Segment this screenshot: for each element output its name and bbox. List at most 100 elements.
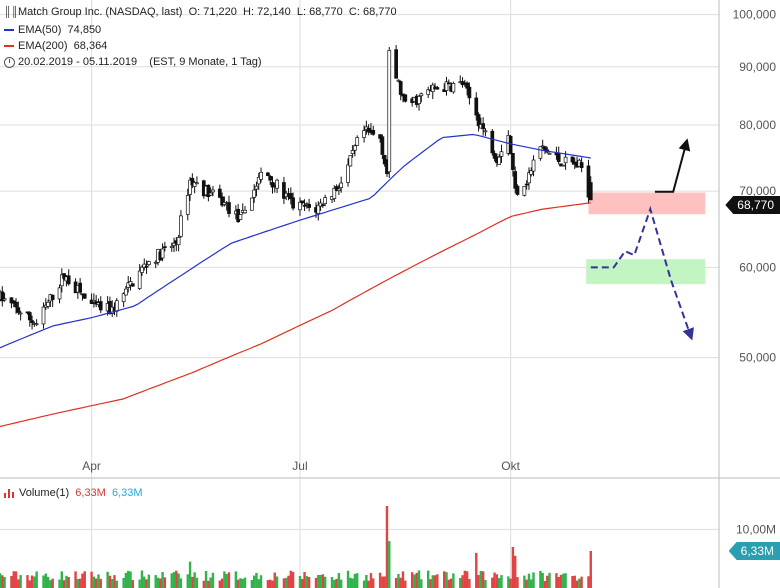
volume-bar <box>33 576 36 588</box>
volume-bar <box>127 570 130 588</box>
candle-body <box>332 187 337 199</box>
candle-body <box>288 193 293 200</box>
volume-bar <box>559 574 563 588</box>
volume-bar <box>129 571 132 588</box>
volume-bar <box>161 571 164 588</box>
volume-bar <box>305 576 309 588</box>
volume-bar <box>99 578 102 588</box>
volume-bar <box>81 573 84 588</box>
volume-bar <box>115 580 118 588</box>
volume-bar <box>333 579 336 588</box>
volume-bar <box>463 570 467 588</box>
candle-body <box>27 312 32 321</box>
volume-bar <box>388 541 391 588</box>
symbol-line: Match Group Inc. (NASDAQ, last) <box>18 6 183 19</box>
volume-bar <box>303 571 306 588</box>
ema50-swatch <box>4 29 14 32</box>
volume-bar <box>175 570 178 588</box>
candle-body <box>185 195 190 215</box>
volume-bar <box>145 579 148 588</box>
open-label: O: <box>188 6 201 19</box>
volume-bar <box>571 575 574 588</box>
volume-bar <box>51 578 54 588</box>
volume-bar <box>415 572 418 588</box>
candle-body <box>82 293 87 299</box>
volume-bar <box>0 573 2 588</box>
candle-body <box>371 130 376 135</box>
volume-bar <box>44 573 47 588</box>
candle-body <box>490 130 495 154</box>
candle-body <box>130 283 135 287</box>
volume-bar <box>339 579 343 588</box>
ema50-legend[interactable]: EMA(50) 74,850 <box>4 24 101 36</box>
volume-bar <box>543 580 547 588</box>
volume-bar <box>143 576 146 588</box>
candle-body <box>121 293 126 303</box>
candle-body <box>268 176 273 181</box>
candle-body <box>538 146 543 159</box>
volume-legend[interactable]: Volume(1) 6,33M 6,33M <box>4 487 143 499</box>
volume-bar <box>218 580 222 588</box>
low-value: 68,770 <box>309 6 343 19</box>
candle-body <box>524 183 529 186</box>
volume-bar <box>285 577 288 588</box>
volume-bar <box>94 578 98 588</box>
volume-bar <box>399 577 402 588</box>
candle-body <box>561 164 566 167</box>
volume-bar <box>252 575 256 588</box>
candle-body <box>394 49 398 79</box>
volume-bar <box>397 573 400 588</box>
volume-bar <box>385 506 389 588</box>
projection-paths <box>590 138 694 341</box>
candle-body <box>307 203 311 208</box>
candle-body <box>46 301 50 307</box>
ohlc-icon: ║║ <box>4 6 19 18</box>
candle-body <box>316 204 321 214</box>
volume-bar <box>28 580 31 588</box>
volume-bar <box>477 575 480 588</box>
high-label: H: <box>243 6 255 19</box>
last-price-badge: 68,770 <box>725 196 780 214</box>
volume-bar <box>257 579 260 588</box>
volume-bar <box>447 579 451 588</box>
ema200-legend[interactable]: EMA(200) 68,364 <box>4 40 107 52</box>
volume-bar <box>555 573 558 588</box>
volume-bar <box>225 574 228 588</box>
candle-body <box>208 192 213 196</box>
candle-body <box>57 287 62 300</box>
candle-body <box>144 265 149 268</box>
volume-bar <box>459 578 462 588</box>
price-zones <box>586 192 706 285</box>
candle-body <box>543 146 547 151</box>
candle-body <box>444 81 449 91</box>
volume-bar <box>394 577 398 588</box>
volume-bar <box>83 571 86 588</box>
volume-bar <box>319 574 322 588</box>
ema50-line <box>0 133 591 349</box>
volume-bar <box>539 570 542 588</box>
candle-body <box>362 130 366 138</box>
volume-bar <box>156 577 160 588</box>
volume-bar <box>541 572 544 588</box>
volume-bar <box>234 571 238 588</box>
volume-bar <box>113 575 116 588</box>
close-value: 68,770 <box>362 6 397 19</box>
candle-body <box>348 155 353 167</box>
candle-body <box>92 300 96 303</box>
volume-bar <box>42 575 45 588</box>
candle-body <box>426 89 431 95</box>
candle-body <box>380 136 385 155</box>
volume-bar <box>337 573 341 588</box>
candle-body <box>238 214 243 220</box>
y-tick-label: 60,000 <box>739 260 776 274</box>
candle-body <box>586 165 591 198</box>
candle-body <box>588 182 593 201</box>
candle-body <box>270 182 275 188</box>
volume-bar <box>493 572 496 588</box>
volume-bar <box>417 570 421 588</box>
volume-bar <box>589 550 592 588</box>
volume-bar <box>188 561 192 588</box>
volume-bar <box>323 576 327 588</box>
